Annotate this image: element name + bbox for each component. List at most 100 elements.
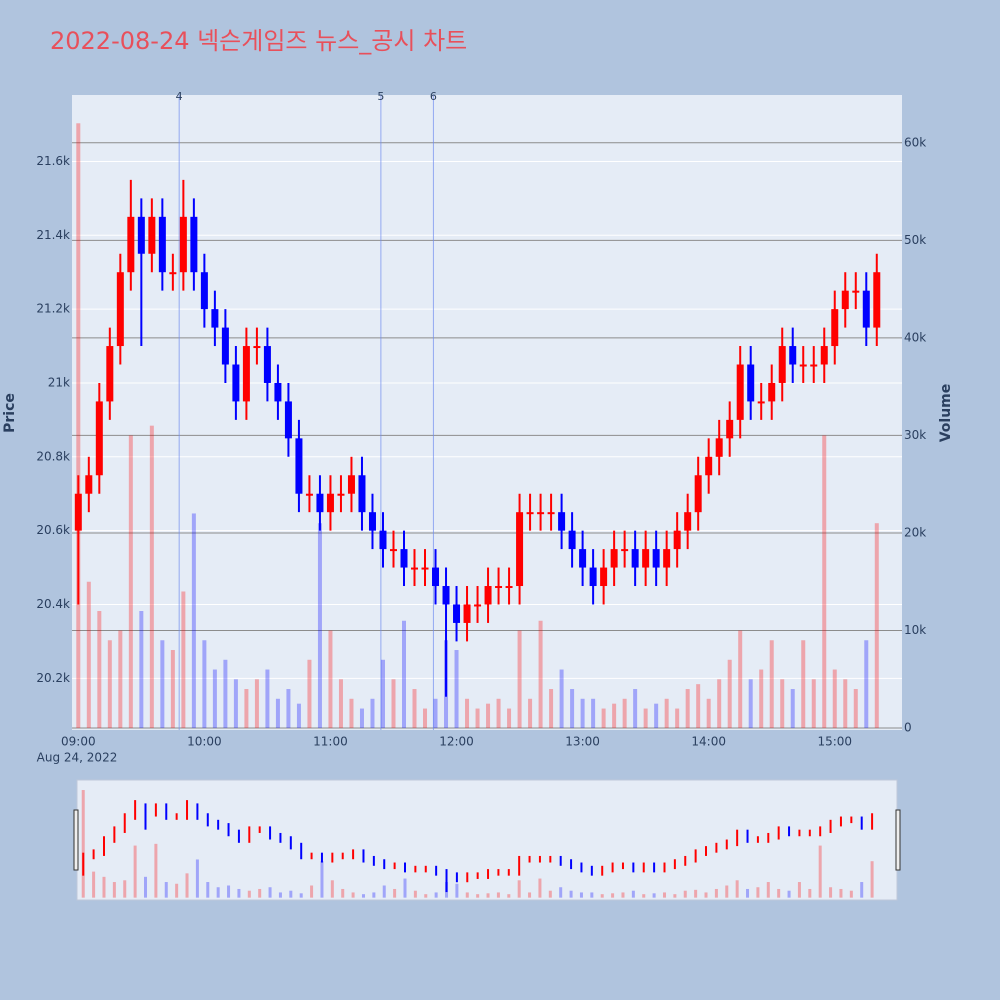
slider-volume-bar — [600, 894, 604, 898]
candle-body — [295, 438, 303, 494]
volume-bar — [380, 659, 385, 729]
slider-volume-bar — [361, 894, 365, 898]
candle-body — [799, 364, 807, 367]
candle-body — [558, 512, 566, 531]
slider-volume-bar — [756, 887, 760, 898]
x-tick-label: 13:00 — [565, 735, 600, 749]
candle-body — [347, 475, 355, 494]
slider-volume-bar — [123, 880, 127, 898]
candle-body — [568, 530, 576, 550]
candle-body — [862, 290, 870, 328]
candle-body — [505, 586, 513, 589]
volume-bar — [86, 581, 91, 729]
candle-body — [337, 493, 345, 496]
slider-volume-bar — [517, 880, 521, 898]
candle-body — [715, 438, 723, 457]
slider-volume-bar — [631, 890, 635, 898]
slider-volume-bar — [424, 894, 428, 898]
slider-volume-bar — [351, 892, 355, 898]
volume-bar — [654, 703, 659, 729]
slider-volume-bar — [206, 882, 210, 898]
slider-volume-bar — [735, 880, 739, 898]
slider-volume-bar — [777, 888, 781, 898]
slider-volume-bar — [133, 845, 137, 898]
slider-volume-bar — [102, 876, 106, 898]
slider-volume-bar — [860, 882, 864, 898]
volume-bar — [528, 698, 533, 729]
slider-volume-bar — [548, 890, 552, 898]
candle-body — [442, 586, 450, 605]
candle-body — [432, 567, 440, 587]
volume-bar — [286, 689, 291, 729]
slider-volume-bar — [247, 890, 251, 898]
candle-body — [274, 382, 282, 402]
slider-volume-bar — [382, 885, 386, 898]
slider-volume-bar — [746, 888, 750, 898]
slider-volume-bar — [289, 890, 293, 898]
candle-body — [579, 549, 587, 568]
news-marker-label: 5 — [377, 90, 384, 103]
volume-bar — [275, 698, 280, 729]
slider-volume-bar — [258, 888, 262, 898]
y2-tick-label: 40k — [904, 330, 926, 344]
candle-body — [284, 401, 292, 439]
slider-volume-bar — [81, 790, 85, 898]
news-marker-label: 6 — [430, 90, 437, 103]
volume-bar — [265, 669, 270, 729]
y-tick-label: 21k — [48, 375, 70, 389]
y-tick-label: 20.4k — [36, 597, 70, 611]
volume-bar — [864, 640, 869, 729]
slider-volume-bar — [434, 892, 438, 898]
slider-volume-bar — [92, 871, 96, 898]
volume-bar — [223, 659, 228, 729]
slider-volume-bar — [673, 894, 677, 898]
volume-bar — [307, 659, 312, 729]
volume-bar — [570, 689, 575, 729]
slider-volume-bar — [839, 888, 843, 898]
candle-body — [474, 604, 482, 607]
candle-body — [389, 549, 397, 552]
slider-volume-bar — [465, 892, 469, 898]
y2-tick-label: 60k — [904, 135, 926, 149]
news-marker-label: 4 — [176, 90, 183, 103]
candle-body — [652, 549, 660, 568]
range-slider[interactable] — [76, 779, 898, 901]
candle-body — [116, 272, 124, 347]
candle-body — [526, 512, 534, 515]
candle-body — [148, 216, 156, 254]
slider-handle-left[interactable] — [73, 809, 79, 871]
volume-bar — [769, 640, 774, 729]
volume-bar — [559, 669, 564, 729]
slider-volume-bar — [662, 892, 666, 898]
candle-body — [463, 604, 471, 623]
y2-tick-label: 10k — [904, 623, 926, 637]
x-date-label: Aug 24, 2022 — [37, 751, 118, 765]
slider-volume-bar — [590, 892, 594, 898]
candle-body — [484, 586, 492, 605]
volume-bar — [191, 513, 196, 729]
candle-body — [537, 512, 545, 515]
slider-volume-bar — [455, 883, 459, 898]
candle-body — [768, 382, 776, 402]
y2-tick-label: 20k — [904, 525, 926, 539]
candle-body — [200, 272, 208, 310]
volume-bar — [338, 679, 343, 729]
volume-bar — [139, 610, 144, 729]
volume-bar — [538, 620, 543, 729]
volume-bar — [423, 708, 428, 729]
slider-handle-right[interactable] — [895, 809, 901, 871]
x-tick-label: 15:00 — [817, 735, 852, 749]
volume-bar — [296, 703, 301, 729]
volume-bar — [549, 689, 554, 729]
candle-body — [547, 512, 555, 515]
candle-body — [831, 309, 839, 347]
slider-volume-bar — [341, 888, 345, 898]
y-tick-label: 20.8k — [36, 449, 70, 463]
candle-body — [600, 567, 608, 587]
slider-volume-bar — [559, 887, 563, 898]
volume-bar — [391, 679, 396, 729]
candle-body — [316, 493, 324, 513]
slider-volume-bar — [393, 888, 397, 898]
slider-volume-bar — [476, 894, 480, 898]
volume-bar — [517, 630, 522, 729]
